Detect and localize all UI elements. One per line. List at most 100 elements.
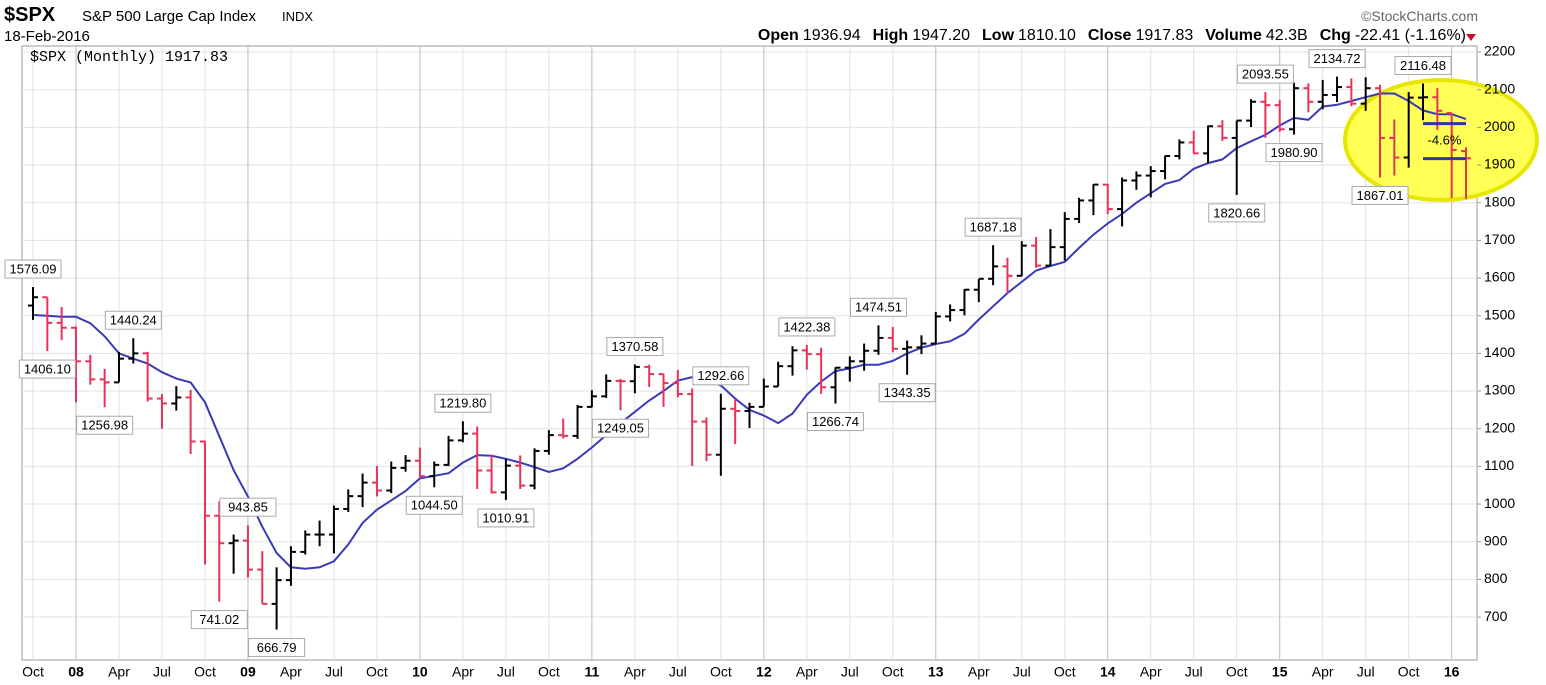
label-box	[248, 638, 306, 658]
y-tick-label: 900	[1484, 532, 1508, 548]
label-box	[849, 297, 907, 317]
high-label: 1370.58	[611, 339, 658, 354]
y-tick-label: 1100	[1484, 457, 1514, 473]
x-tick-label: Jul	[1357, 664, 1375, 680]
legend: $SPX (Monthly) 1917.83	[30, 49, 228, 66]
x-tick-label: Jul	[841, 664, 859, 680]
date: 18-Feb-2016	[4, 28, 90, 45]
x-tick-label: Jul	[669, 664, 687, 680]
low-label: 666.79	[257, 640, 297, 655]
y-tick-label: 1400	[1484, 344, 1515, 360]
high-label: 1576.09	[10, 261, 57, 276]
low-label: 741.02	[199, 612, 239, 627]
label-box	[1351, 185, 1409, 205]
quote-value: 42.3B	[1265, 27, 1308, 44]
quote-value: 1917.83	[1135, 27, 1194, 44]
label-box	[878, 383, 936, 403]
high-label: 2116.48	[1400, 58, 1446, 73]
y-tick-label: 1200	[1484, 419, 1515, 435]
quote-label: Chg	[1319, 27, 1351, 44]
x-tick-label: Oct	[710, 664, 732, 680]
low-label: 1010.91	[482, 510, 529, 525]
low-label: 1044.50	[411, 498, 458, 513]
x-tick-label: Apr	[796, 664, 818, 680]
x-tick-label: Jul	[153, 664, 171, 680]
index-name: S&P 500 Large Cap Index	[82, 8, 257, 25]
low-label: 1249.05	[597, 421, 644, 436]
x-tick-label: Apr	[1140, 664, 1162, 680]
label-box	[190, 610, 248, 630]
x-tick-label: Oct	[1226, 664, 1248, 680]
annotation-text: -4.6%	[1428, 133, 1462, 148]
label-box	[692, 366, 750, 386]
x-tick-label: Apr	[452, 664, 474, 680]
x-tick-label: Oct	[538, 664, 560, 680]
quote-label: Low	[982, 27, 1015, 44]
quote-label: High	[872, 27, 909, 44]
x-tick-label: Oct	[22, 664, 44, 680]
high-label: 1440.24	[110, 313, 157, 328]
x-tick-label: 15	[1272, 664, 1288, 680]
low-label: 1343.35	[884, 385, 931, 400]
x-tick-label: Oct	[882, 664, 904, 680]
x-tick-label: 11	[584, 664, 599, 680]
high-label: 1219.80	[439, 396, 486, 411]
label-box	[1308, 49, 1366, 69]
x-tick-label: Oct	[366, 664, 388, 680]
quote-row: Open 1936.94 High 1947.20 Low 1810.10 Close 191…	[750, 27, 1466, 45]
quote-value: -22.41 (-1.16%)	[1354, 27, 1466, 44]
y-tick-label: 2100	[1484, 80, 1515, 96]
low-label: 1867.01	[1357, 188, 1404, 203]
y-tick-label: 2200	[1484, 43, 1515, 59]
y-tick-label: 700	[1484, 608, 1508, 624]
quote-value: 1810.10	[1018, 27, 1076, 44]
x-tick-label: Jul	[497, 664, 515, 680]
y-tick-label: 1900	[1484, 156, 1515, 172]
y-tick-label: 800	[1484, 570, 1508, 586]
low-label: 1820.66	[1213, 205, 1260, 220]
x-tick-label: 16	[1444, 664, 1460, 680]
x-tick-label: Apr	[108, 664, 130, 680]
label-box	[76, 415, 134, 435]
high-label: 2093.55	[1242, 67, 1289, 82]
high-label: 1687.18	[970, 220, 1017, 235]
x-tick-label: 09	[240, 664, 256, 680]
x-tick-label: Oct	[1398, 664, 1420, 680]
label-box	[405, 495, 463, 515]
label-box	[806, 412, 864, 432]
high-label: 1292.66	[697, 368, 744, 383]
quote-label: Volume	[1205, 27, 1262, 44]
x-tick-label: Apr	[968, 664, 990, 680]
label-box	[1208, 203, 1266, 223]
x-tick-label: Apr	[624, 664, 646, 680]
label-box	[1236, 64, 1294, 84]
x-tick-label: Jul	[325, 664, 343, 680]
quote-label: Close	[1087, 27, 1132, 44]
y-tick-label: 2000	[1484, 118, 1515, 134]
high-label: 2134.72	[1314, 51, 1361, 66]
low-label: 1980.90	[1271, 145, 1318, 160]
low-label: 1406.10	[24, 362, 71, 377]
symbol: $SPX	[4, 4, 56, 26]
x-tick-label: 14	[1100, 664, 1116, 680]
y-tick-label: 1700	[1484, 231, 1515, 247]
highlight-ellipse	[1343, 78, 1539, 202]
label-box	[1265, 143, 1323, 163]
quote-value: 1947.20	[912, 27, 971, 44]
quote-label: Open	[757, 27, 799, 44]
high-label: 1422.38	[783, 319, 830, 334]
x-tick-label: Oct	[1054, 664, 1076, 680]
y-tick-label: 1600	[1484, 269, 1515, 285]
label-box	[964, 217, 1022, 237]
low-label: 1266.74	[812, 414, 859, 429]
high-label: 943.85	[228, 500, 268, 515]
label-box	[592, 418, 650, 438]
label-box	[778, 317, 836, 337]
label-box	[1394, 55, 1452, 75]
low-label: 1256.98	[81, 418, 128, 433]
y-tick-label: 1500	[1484, 306, 1515, 322]
label-box	[477, 508, 535, 528]
x-tick-label: Jul	[1185, 664, 1203, 680]
